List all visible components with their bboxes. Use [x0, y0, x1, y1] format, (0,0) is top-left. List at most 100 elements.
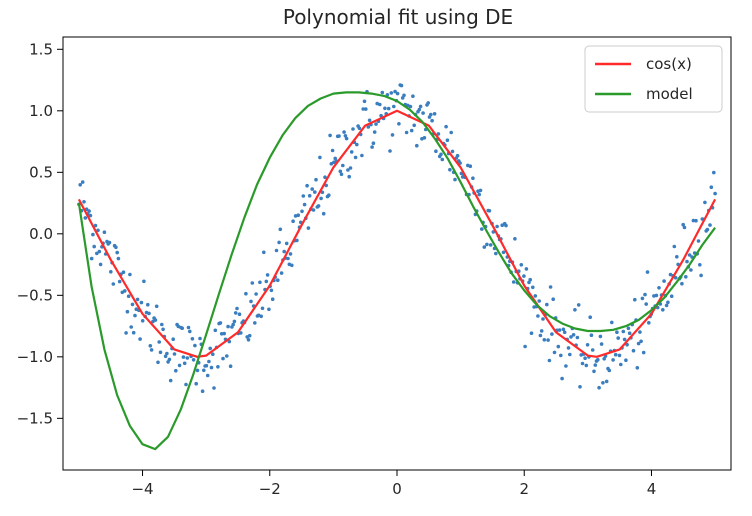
scatter-point — [590, 348, 595, 352]
scatter-point — [316, 204, 321, 208]
scatter-point — [129, 325, 133, 329]
scatter-point — [327, 193, 331, 197]
scatter-point — [388, 149, 392, 153]
series-lines — [77, 91, 717, 451]
scatter-point — [616, 336, 620, 340]
scatter-point — [432, 112, 437, 116]
scatter-point — [351, 127, 355, 131]
scatter-point — [638, 330, 642, 334]
scatter-point — [89, 256, 94, 261]
scatter-point — [528, 277, 532, 282]
scatter-point — [259, 314, 264, 319]
scatter-point — [422, 136, 427, 140]
scatter-point — [274, 248, 279, 253]
scatter-point — [566, 346, 571, 350]
scatter-point — [599, 342, 604, 346]
scatter-point — [367, 118, 372, 123]
scatter-point — [172, 352, 177, 356]
scatter-point — [194, 381, 198, 386]
scatter-point — [495, 224, 499, 229]
scatter-point — [209, 365, 214, 370]
scatter-point — [578, 385, 582, 389]
scatter-point — [536, 314, 540, 318]
scatter-point — [154, 304, 159, 309]
scatter-point — [277, 240, 281, 245]
scatter-point — [174, 368, 178, 373]
scatter-point — [346, 168, 350, 172]
scatter-point — [306, 226, 311, 230]
scatter-point — [96, 228, 100, 233]
scatter-point — [225, 354, 229, 358]
scatter-point — [211, 352, 215, 357]
legend-label-cos: cos(x) — [646, 55, 692, 73]
scatter-point — [153, 318, 158, 322]
scatter-point — [109, 270, 113, 274]
scatter-point — [641, 350, 646, 355]
scatter-point — [349, 150, 354, 154]
scatter-point — [361, 107, 366, 111]
y-tick-label: 1.0 — [29, 102, 53, 120]
scatter-point — [611, 358, 615, 362]
scatter-point — [290, 263, 294, 268]
scatter-point — [450, 149, 455, 154]
scatter-point — [305, 183, 309, 188]
scatter-point — [149, 348, 154, 352]
scatter-point — [207, 359, 211, 364]
scatter-point — [115, 250, 119, 255]
scatter-point — [569, 335, 573, 339]
scatter-point — [131, 330, 136, 335]
scatter-point — [233, 311, 238, 315]
scatter-point — [613, 352, 618, 357]
scatter-point — [482, 245, 487, 249]
scatter-point — [626, 326, 631, 331]
y-tick-label: −1.5 — [17, 409, 53, 427]
y-tick-label: 0.5 — [29, 163, 53, 181]
scatter-point — [592, 369, 596, 374]
scatter-point — [573, 308, 577, 312]
scatter-point — [244, 291, 248, 296]
scatter-point — [449, 130, 454, 135]
scatter-point — [636, 341, 641, 346]
scatter-point — [533, 294, 538, 298]
scatter-point — [227, 339, 232, 344]
scatter-point — [681, 222, 685, 227]
scatter-point — [181, 355, 186, 359]
scatter-point — [328, 133, 332, 138]
scatter-point — [598, 334, 603, 339]
scatter-point — [124, 331, 128, 335]
scatter-point — [523, 344, 527, 349]
scatter-point — [286, 256, 290, 261]
scatter-point — [249, 299, 253, 304]
scatter-point — [270, 297, 275, 302]
scatter-point — [310, 187, 315, 191]
scatter-point — [694, 218, 698, 223]
scatter-point — [235, 306, 239, 311]
scatter-point — [699, 273, 703, 278]
scatter-point — [237, 312, 242, 317]
scatter-point — [647, 321, 651, 325]
scatter-point — [418, 104, 423, 109]
scatter-point — [142, 279, 146, 284]
scatter-point — [550, 332, 554, 336]
scatter-point — [250, 281, 255, 285]
y-axis: −1.5 −1.0 −0.5 0.0 0.5 1.0 1.5 — [17, 40, 63, 427]
scatter-point — [123, 289, 127, 293]
scatter-point — [621, 329, 626, 334]
scatter-point — [165, 351, 169, 356]
scatter-point — [88, 213, 93, 218]
scatter-point — [551, 297, 555, 302]
scatter-point — [455, 153, 460, 158]
scatter-point — [295, 238, 299, 243]
scatter-point — [682, 225, 687, 230]
scatter-point — [619, 362, 623, 367]
scatter-point — [91, 232, 95, 237]
scatter-point — [669, 294, 674, 299]
x-tick-label: −2 — [259, 480, 281, 498]
scatter-point — [547, 358, 552, 363]
scatter-point — [564, 364, 568, 368]
scatter-point — [157, 340, 161, 344]
scatter-point — [228, 364, 233, 369]
scatter-point — [631, 348, 636, 353]
scatter-point — [397, 122, 401, 126]
scatter-point — [302, 202, 307, 207]
